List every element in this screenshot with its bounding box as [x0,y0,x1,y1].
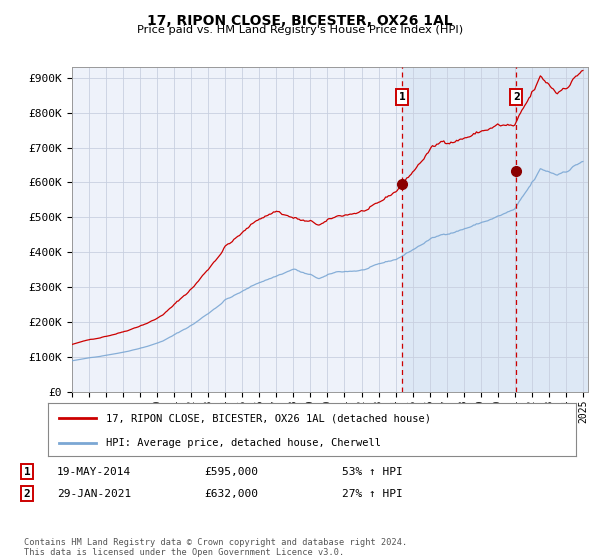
Text: 2: 2 [513,92,520,102]
Text: 17, RIPON CLOSE, BICESTER, OX26 1AL (detached house): 17, RIPON CLOSE, BICESTER, OX26 1AL (det… [106,413,431,423]
Text: HPI: Average price, detached house, Cherwell: HPI: Average price, detached house, Cher… [106,438,381,448]
Text: 27% ↑ HPI: 27% ↑ HPI [342,489,403,499]
Text: £632,000: £632,000 [204,489,258,499]
Text: 53% ↑ HPI: 53% ↑ HPI [342,466,403,477]
Text: 29-JAN-2021: 29-JAN-2021 [57,489,131,499]
Text: 17, RIPON CLOSE, BICESTER, OX26 1AL: 17, RIPON CLOSE, BICESTER, OX26 1AL [147,14,453,28]
Text: 19-MAY-2014: 19-MAY-2014 [57,466,131,477]
Text: Contains HM Land Registry data © Crown copyright and database right 2024.
This d: Contains HM Land Registry data © Crown c… [24,538,407,557]
Bar [402,67,588,392]
Text: 1: 1 [398,92,406,102]
Text: 1: 1 [23,466,31,477]
Text: £595,000: £595,000 [204,466,258,477]
Text: 2: 2 [23,489,31,499]
Text: Price paid vs. HM Land Registry's House Price Index (HPI): Price paid vs. HM Land Registry's House … [137,25,463,35]
